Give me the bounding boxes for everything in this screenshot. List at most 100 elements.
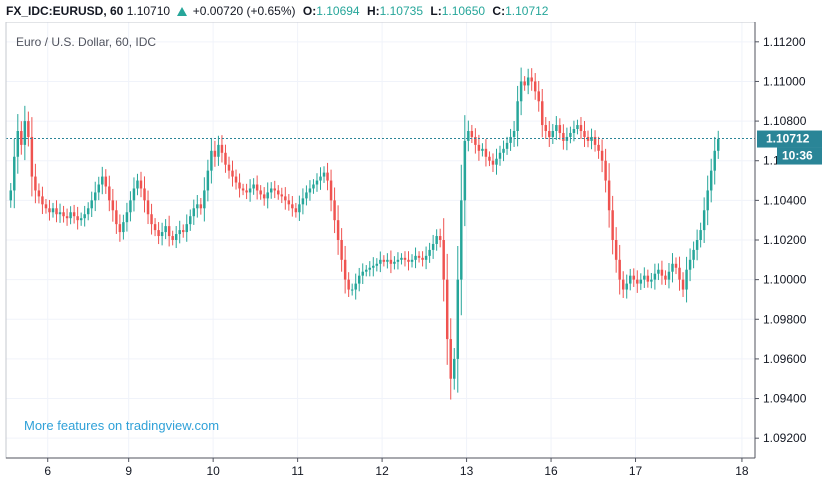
candle-body[interactable] bbox=[519, 81, 523, 102]
candle-body[interactable] bbox=[702, 210, 706, 231]
candle-body[interactable] bbox=[189, 216, 192, 225]
candle-body[interactable] bbox=[51, 208, 55, 213]
candle-body[interactable] bbox=[94, 192, 97, 201]
candle-body[interactable] bbox=[41, 196, 44, 205]
candle-body[interactable] bbox=[76, 216, 79, 221]
candle-body[interactable] bbox=[586, 136, 590, 141]
candle-body[interactable] bbox=[604, 160, 607, 181]
candle-body[interactable] bbox=[294, 208, 298, 213]
candle-body[interactable] bbox=[34, 176, 37, 191]
candle-body[interactable] bbox=[48, 208, 51, 213]
candle-body[interactable] bbox=[488, 156, 491, 161]
candle-body[interactable] bbox=[674, 263, 678, 268]
candle-body[interactable] bbox=[329, 180, 333, 201]
candle-body[interactable] bbox=[350, 289, 354, 291]
candle-body[interactable] bbox=[238, 182, 241, 189]
candle-body[interactable] bbox=[269, 188, 273, 193]
candle-body[interactable] bbox=[533, 81, 537, 92]
candle-body[interactable] bbox=[27, 121, 30, 137]
candle-body[interactable] bbox=[396, 259, 400, 262]
candle-body[interactable] bbox=[368, 267, 372, 270]
candle-body[interactable] bbox=[273, 188, 276, 191]
candle-body[interactable] bbox=[692, 249, 695, 260]
candle-body[interactable] bbox=[607, 180, 611, 211]
candle-body[interactable] bbox=[55, 208, 58, 215]
candle-body[interactable] bbox=[255, 184, 259, 191]
candle-body[interactable] bbox=[23, 121, 27, 145]
candle-body[interactable] bbox=[555, 125, 558, 131]
candle-body[interactable] bbox=[629, 275, 632, 284]
price-chart[interactable]: 1.112001.110001.108001.106001.104001.102… bbox=[0, 22, 826, 490]
candle-body[interactable] bbox=[653, 273, 657, 280]
candles[interactable] bbox=[9, 67, 720, 400]
candle-body[interactable] bbox=[101, 176, 104, 185]
candle-body[interactable] bbox=[393, 261, 396, 264]
candle-body[interactable] bbox=[509, 136, 512, 143]
candle-body[interactable] bbox=[681, 279, 685, 290]
candle-body[interactable] bbox=[657, 269, 660, 274]
candle-body[interactable] bbox=[287, 200, 291, 205]
candle-body[interactable] bbox=[326, 172, 329, 181]
candle-body[interactable] bbox=[174, 234, 178, 240]
candle-body[interactable] bbox=[386, 259, 389, 262]
candle-body[interactable] bbox=[153, 224, 157, 231]
candle-body[interactable] bbox=[206, 170, 210, 191]
candle-body[interactable] bbox=[614, 240, 618, 260]
candle-body[interactable] bbox=[315, 180, 319, 185]
candle-body[interactable] bbox=[379, 259, 382, 264]
candle-body[interactable] bbox=[442, 240, 445, 280]
candle-body[interactable] bbox=[340, 240, 343, 260]
candle-body[interactable] bbox=[357, 275, 361, 284]
candle-body[interactable] bbox=[600, 150, 604, 161]
candle-body[interactable] bbox=[284, 196, 287, 201]
candle-body[interactable] bbox=[541, 101, 544, 126]
candle-body[interactable] bbox=[291, 204, 294, 209]
candle-body[interactable] bbox=[569, 132, 572, 137]
candle-body[interactable] bbox=[526, 77, 530, 86]
candle-body[interactable] bbox=[643, 275, 646, 280]
candle-body[interactable] bbox=[171, 236, 174, 240]
candle-body[interactable] bbox=[537, 91, 540, 102]
candle-body[interactable] bbox=[572, 129, 576, 133]
candle-body[interactable] bbox=[199, 204, 203, 209]
candle-body[interactable] bbox=[646, 275, 650, 282]
candle-body[interactable] bbox=[463, 140, 467, 201]
candle-body[interactable] bbox=[414, 255, 417, 260]
candle-body[interactable] bbox=[9, 190, 12, 201]
candle-body[interactable] bbox=[322, 172, 326, 177]
candle-body[interactable] bbox=[562, 132, 565, 141]
candle-body[interactable] bbox=[717, 138, 720, 151]
candle-body[interactable] bbox=[548, 131, 551, 137]
candle-body[interactable] bbox=[530, 77, 533, 82]
candle-body[interactable] bbox=[713, 150, 716, 171]
candle-body[interactable] bbox=[678, 267, 681, 280]
candle-body[interactable] bbox=[266, 192, 269, 199]
candle-body[interactable] bbox=[305, 192, 308, 199]
candle-body[interactable] bbox=[62, 212, 65, 217]
candle-body[interactable] bbox=[512, 131, 516, 137]
candle-body[interactable] bbox=[241, 188, 245, 191]
candle-body[interactable] bbox=[688, 259, 692, 270]
candle-body[interactable] bbox=[611, 210, 614, 240]
candle-body[interactable] bbox=[259, 190, 262, 195]
candle-body[interactable] bbox=[44, 204, 48, 209]
candle-body[interactable] bbox=[115, 210, 118, 225]
candle-body[interactable] bbox=[245, 190, 248, 193]
candle-body[interactable] bbox=[460, 200, 463, 280]
candle-body[interactable] bbox=[467, 131, 470, 141]
candle-body[interactable] bbox=[365, 269, 368, 272]
candle-body[interactable] bbox=[118, 224, 122, 233]
candle-body[interactable] bbox=[319, 176, 322, 181]
candle-body[interactable] bbox=[333, 200, 336, 221]
candle-body[interactable] bbox=[139, 180, 143, 189]
candle-body[interactable] bbox=[699, 230, 702, 240]
candle-body[interactable] bbox=[227, 164, 231, 171]
candle-body[interactable] bbox=[618, 259, 621, 280]
candle-body[interactable] bbox=[37, 190, 41, 197]
candle-body[interactable] bbox=[203, 190, 206, 209]
candle-body[interactable] bbox=[104, 176, 108, 187]
candle-body[interactable] bbox=[262, 194, 266, 199]
candle-body[interactable] bbox=[491, 160, 495, 165]
candle-body[interactable] bbox=[695, 240, 699, 250]
candle-body[interactable] bbox=[20, 131, 23, 145]
